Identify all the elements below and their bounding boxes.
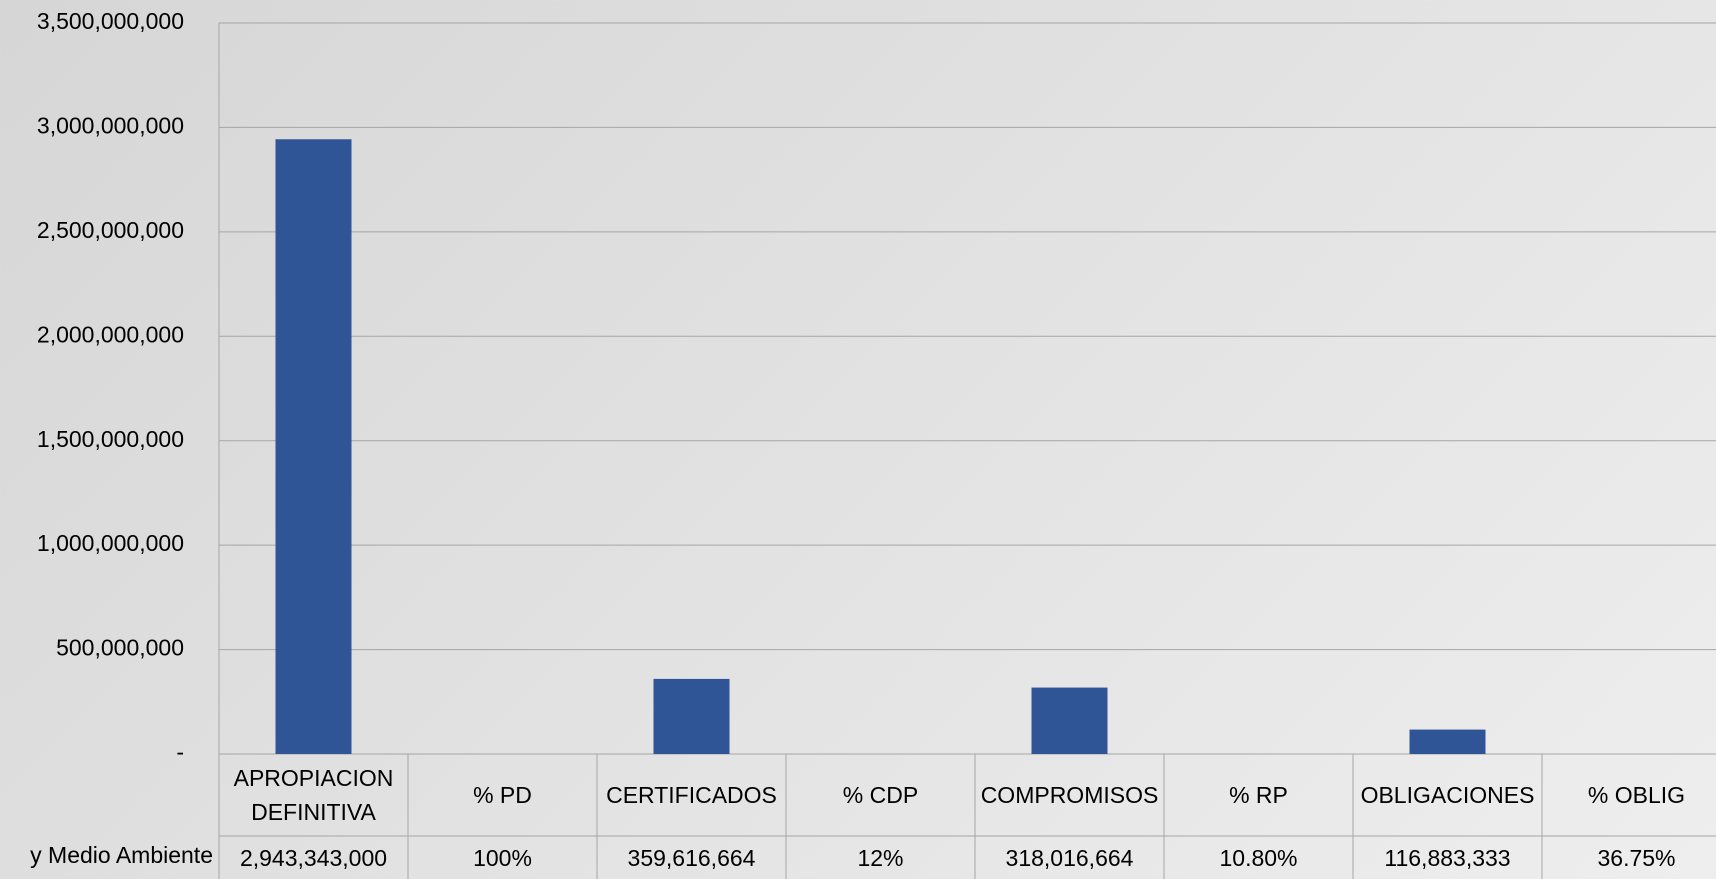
category-label: OBLIGACIONES (1360, 782, 1535, 808)
category-label: % PD (473, 782, 532, 808)
value-label: 116,883,333 (1384, 844, 1511, 871)
value-label: 318,016,664 (1005, 844, 1134, 871)
value-label: 36.75% (1597, 844, 1676, 871)
value-label: 359,616,664 (627, 844, 756, 871)
y-tick-label: 2,000,000,000 (37, 321, 184, 347)
y-tick-label: 3,000,000,000 (37, 113, 184, 139)
category-label: % OBLIG (1587, 782, 1686, 808)
value-label: 12% (857, 844, 904, 871)
category-label: % RP (1229, 782, 1288, 808)
value-label: 100% (473, 844, 532, 871)
bar (653, 678, 730, 754)
bar (1031, 687, 1108, 754)
y-tick-label: 3,500,000,000 (37, 8, 184, 34)
value-label: 2,943,343,000 (239, 844, 388, 871)
y-tick-label: 1,000,000,000 (37, 530, 184, 556)
y-tick-label: 2,500,000,000 (37, 217, 184, 243)
category-label: % CDP (842, 782, 919, 808)
category-label: APROPIACION DEFINITIVA (233, 765, 394, 825)
category-label: COMPROMISOS (980, 782, 1159, 808)
bar (1409, 729, 1486, 754)
legend-label: y Medio Ambiente (30, 842, 213, 868)
bar (275, 139, 352, 755)
y-tick-label: 500,000,000 (56, 635, 184, 661)
category-label: CERTIFICADOS (606, 782, 777, 808)
y-tick-label: 1,500,000,000 (37, 426, 184, 452)
y-tick-label: - (176, 739, 184, 765)
value-label: 10.80% (1219, 844, 1298, 871)
